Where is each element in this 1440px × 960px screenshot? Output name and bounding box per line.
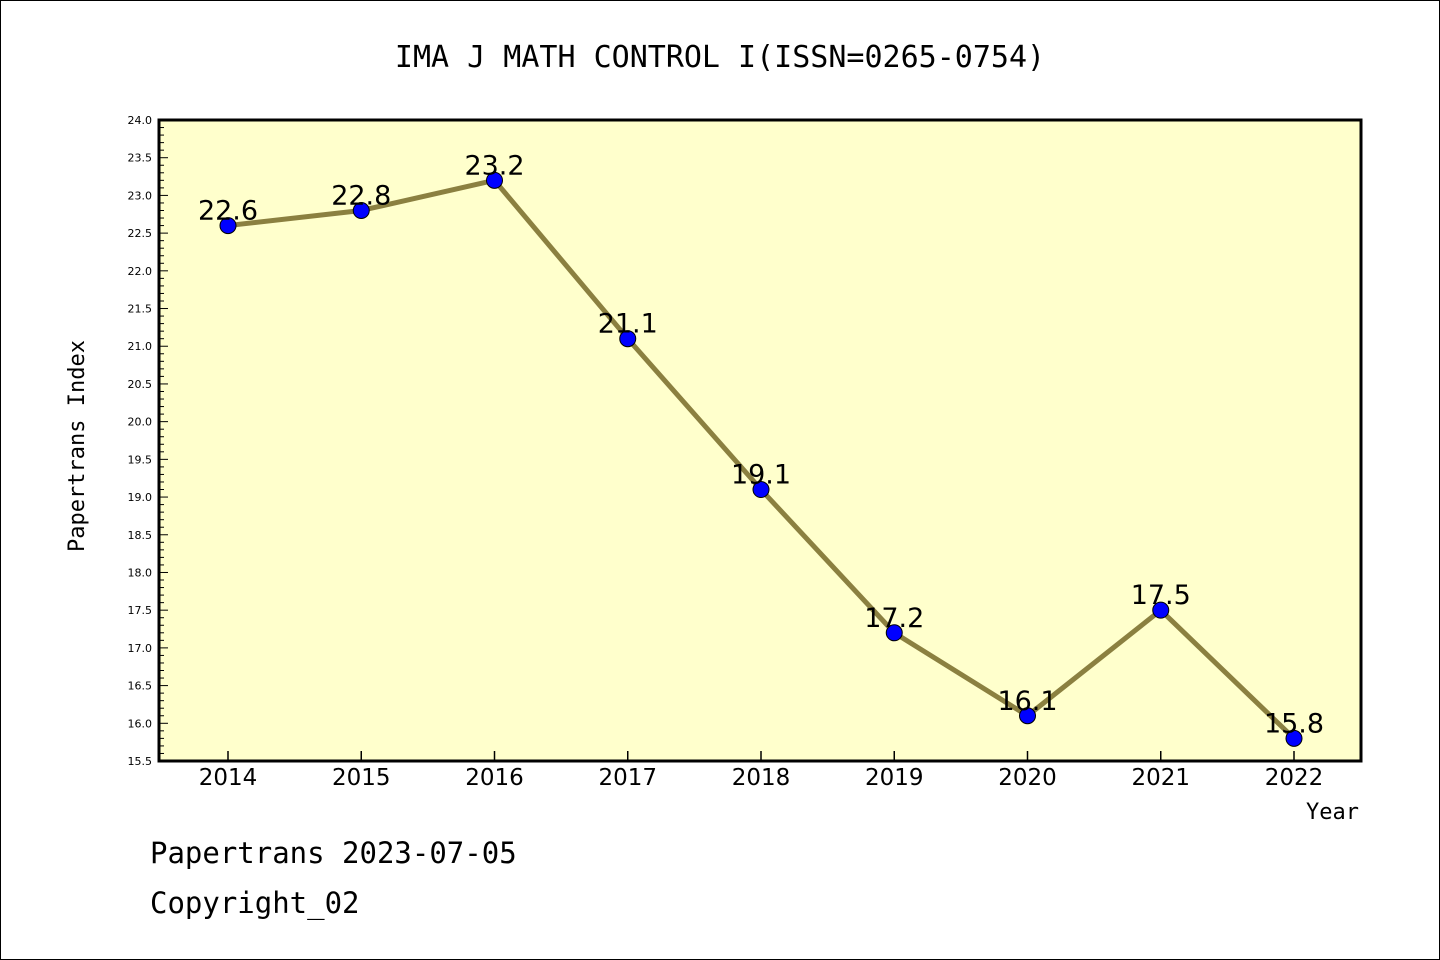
data-point <box>619 330 637 348</box>
data-point <box>1152 601 1170 619</box>
data-point <box>885 624 903 642</box>
data-labels: 22.6 22.8 23.2 21.1 19.1 17.2 16.1 17.5 15.8 <box>198 150 1324 739</box>
data-label: 17.5 <box>1131 580 1191 611</box>
x-axis: 2014 2015 2016 2017 2018 2019 2020 2021 2022 <box>199 751 1324 791</box>
data-point <box>752 481 770 499</box>
data-point <box>219 217 237 235</box>
x-tick-label: 2020 <box>998 765 1057 791</box>
data-label: 16.1 <box>997 686 1057 717</box>
y-tick-label: 22.0 <box>128 265 153 278</box>
y-tick-label: 17.5 <box>128 604 153 617</box>
y-tick-label: 18.5 <box>128 529 153 542</box>
data-point <box>1019 707 1036 725</box>
y-axis: 15.5 16.0 16.5 17.0 17.5 18.0 18.5 19.0 19.5 20.0… <box>128 114 168 768</box>
x-tick-label: 2018 <box>732 765 791 791</box>
y-tick-label: 19.0 <box>128 491 153 504</box>
x-tick-label: 2017 <box>598 765 657 791</box>
x-tick-label: 2022 <box>1265 765 1324 791</box>
series-line-group <box>219 171 1303 747</box>
y-tick-label: 20.0 <box>128 416 153 429</box>
x-tick-label: 2016 <box>465 765 524 791</box>
data-label: 22.6 <box>198 196 258 227</box>
y-tick-label: 21.5 <box>128 303 153 316</box>
data-label: 22.8 <box>331 180 391 211</box>
y-tick-label: 19.5 <box>128 453 153 466</box>
chart-title: IMA J MATH CONTROL I(ISSN=0265-0754) <box>395 40 1045 75</box>
y-tick-label: 22.5 <box>128 227 153 240</box>
y-tick-label: 16.5 <box>128 680 153 693</box>
x-tick-label: 2021 <box>1131 765 1190 791</box>
y-tick-label: 16.0 <box>128 717 153 730</box>
data-label: 19.1 <box>731 460 791 491</box>
y-axis-label: Papertrans Index <box>65 340 90 552</box>
y-tick-label: 17.0 <box>128 642 153 655</box>
y-tick-label: 21.0 <box>128 340 153 353</box>
y-tick-label: 24.0 <box>128 114 153 127</box>
x-axis-label: Year <box>1306 800 1359 825</box>
x-tick-label: 2015 <box>332 765 391 791</box>
plot-area <box>157 118 1363 763</box>
data-point <box>352 201 370 219</box>
data-point <box>486 171 503 189</box>
data-point <box>1285 729 1303 747</box>
footer-date: Papertrans 2023-07-05 <box>150 836 517 870</box>
x-tick-label: 2014 <box>199 765 258 791</box>
data-label: 15.8 <box>1264 708 1324 739</box>
footer-copyright: Copyright_02 <box>150 886 360 921</box>
y-tick-label: 15.5 <box>128 755 153 768</box>
x-tick-label: 2019 <box>865 765 924 791</box>
data-label: 23.2 <box>464 150 524 181</box>
y-tick-label: 20.5 <box>128 378 153 391</box>
y-tick-label: 23.5 <box>128 152 153 165</box>
data-label: 21.1 <box>598 309 658 340</box>
data-label: 17.2 <box>864 603 924 634</box>
y-tick-label: 23.0 <box>128 189 153 202</box>
y-tick-label: 18.0 <box>128 566 153 579</box>
